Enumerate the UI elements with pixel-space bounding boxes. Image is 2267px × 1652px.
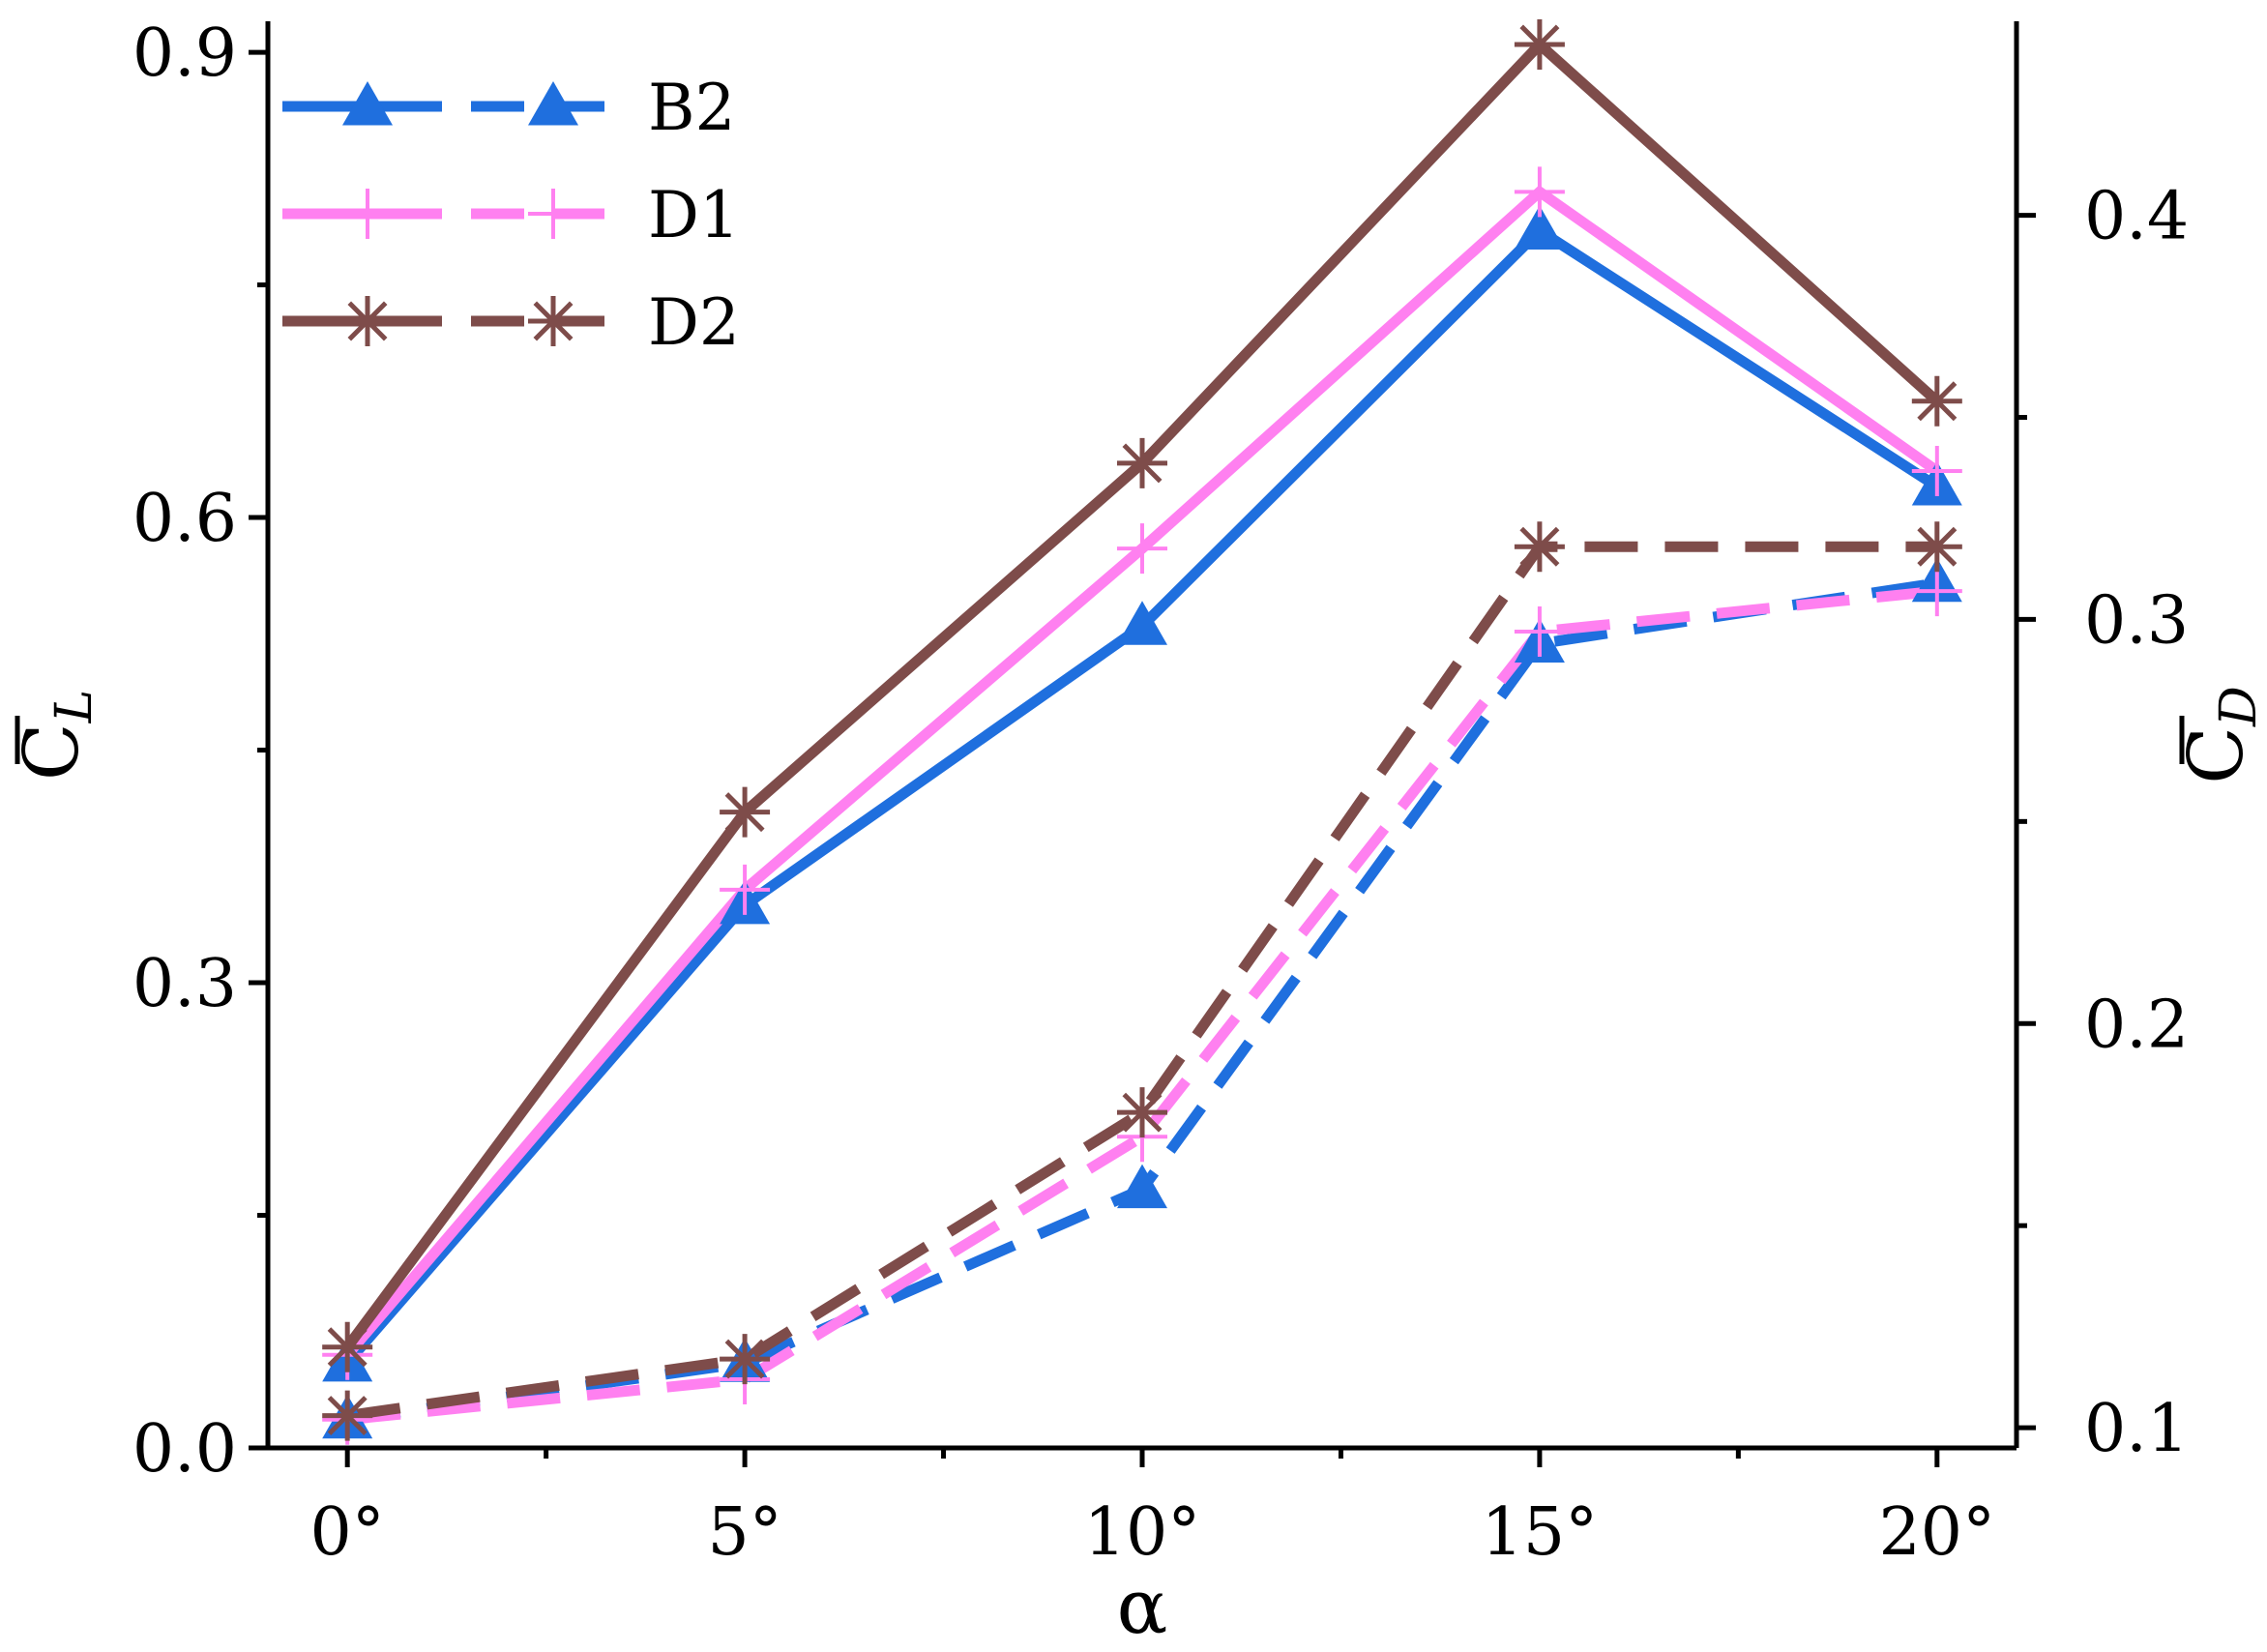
svg-text:CD: CD xyxy=(2173,686,2267,783)
legend-item-b2: B2 xyxy=(282,71,736,145)
lift-point-d1 xyxy=(1514,166,1565,218)
left-y-axis-title: CL xyxy=(9,690,103,781)
legend-label-d1: D1 xyxy=(648,178,740,252)
drag-line-d2 xyxy=(346,541,1937,1422)
legend-item-d1: D1 xyxy=(282,178,740,252)
lift-point-b2 xyxy=(1514,205,1565,250)
lift-point-d1 xyxy=(1911,445,1962,496)
right-y-tick-label: 0.1 xyxy=(2084,1391,2189,1467)
drag-point-d2 xyxy=(322,1390,373,1441)
left-y-axis-title-base: C xyxy=(9,723,96,781)
right-y-tick-label: 0.4 xyxy=(2084,179,2189,255)
drag-line-b2 xyxy=(346,577,1938,1426)
legend-item-d2: D2 xyxy=(282,285,740,360)
lift-point-d2 xyxy=(1911,375,1962,427)
legend-dashed-marker-b2 xyxy=(528,81,578,126)
series-markers xyxy=(322,19,1962,1445)
legend-dashed-marker-d1 xyxy=(528,189,578,239)
series-lines xyxy=(342,37,1941,1426)
x-tick-label: 20° xyxy=(1879,1494,1996,1571)
lift-point-d2 xyxy=(1117,437,1167,488)
legend-label-b2: B2 xyxy=(648,71,736,145)
right-y-axis-title-sub: D xyxy=(2210,686,2267,727)
right-y-axis-title-base: C xyxy=(2173,726,2260,784)
legend-solid-marker-b2 xyxy=(342,81,393,126)
drag-point-d2 xyxy=(720,1334,771,1385)
right-y-tick-label: 0.3 xyxy=(2084,582,2189,659)
right-y-axis-title: CD xyxy=(2173,686,2267,783)
drag-point-d1 xyxy=(1911,566,1962,617)
left-y-tick-label: 0.9 xyxy=(132,15,237,92)
lift-point-d2 xyxy=(322,1321,373,1372)
x-axis-title: α xyxy=(1117,1564,1168,1651)
ticks xyxy=(249,49,2036,1467)
lift-point-d1 xyxy=(720,864,771,915)
drag-point-d2 xyxy=(1514,521,1565,573)
svg-text:CL: CL xyxy=(9,690,103,781)
lift-point-b2 xyxy=(1117,601,1167,645)
drag-point-d2 xyxy=(1911,521,1962,573)
drag-point-b2 xyxy=(1117,1164,1167,1209)
left-y-tick-label: 0.3 xyxy=(132,946,237,1022)
legend-dashed-marker-d2 xyxy=(528,296,578,346)
legend-label-d2: D2 xyxy=(648,285,740,360)
tick-labels: 0° 5° 10° 15° 20° 0.0 0.3 0.6 0.9 0.1 0.2 0.3 0.4 xyxy=(132,15,2189,1571)
left-y-tick-label: 0.0 xyxy=(132,1411,237,1488)
drag-line-d1 xyxy=(346,585,1938,1426)
right-y-tick-label: 0.2 xyxy=(2084,987,2189,1063)
x-tick-label: 15° xyxy=(1482,1494,1599,1571)
drag-point-d2 xyxy=(1117,1087,1167,1138)
lift-point-d2 xyxy=(720,786,771,838)
x-tick-label: 0° xyxy=(310,1494,385,1571)
lift-point-d1 xyxy=(1117,523,1167,575)
legend-solid-marker-d2 xyxy=(342,296,393,346)
legend: B2 D1 D2 xyxy=(282,71,740,360)
left-y-tick-label: 0.6 xyxy=(132,481,237,557)
drag-point-d1 xyxy=(1514,605,1565,657)
lift-point-d2 xyxy=(1514,19,1565,71)
x-tick-label: 10° xyxy=(1084,1494,1201,1571)
legend-solid-marker-d1 xyxy=(342,189,393,239)
left-y-axis-title-sub: L xyxy=(45,690,103,724)
x-tick-label: 5° xyxy=(707,1494,781,1571)
